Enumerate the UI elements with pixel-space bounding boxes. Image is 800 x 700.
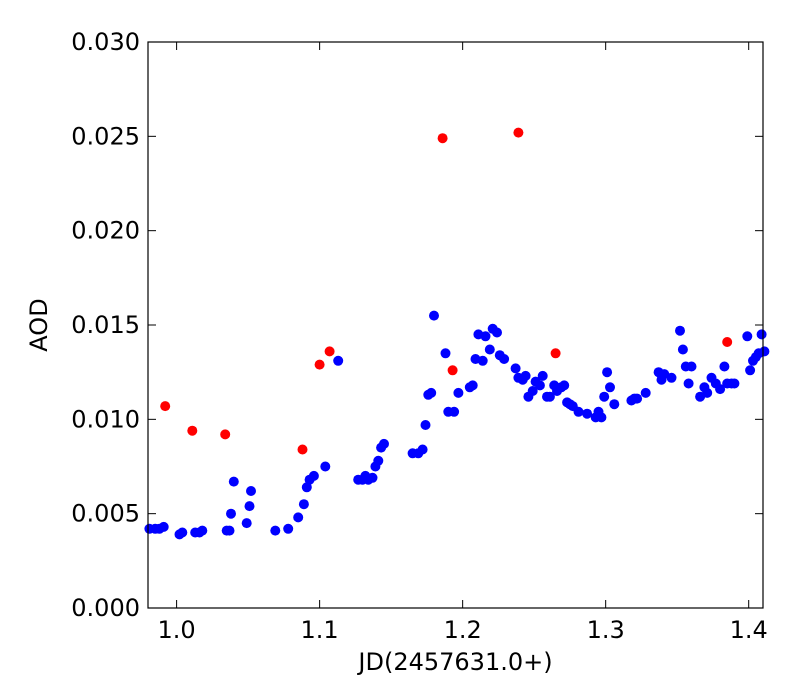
data-point: [480, 331, 491, 342]
data-point: [224, 525, 235, 536]
y-tick-label: 0.015: [71, 311, 140, 339]
data-point: [298, 499, 309, 510]
data-point: [297, 444, 308, 455]
data-point: [756, 329, 767, 340]
data-point: [373, 455, 384, 466]
x-tick-label: 1.3: [587, 616, 625, 644]
data-point: [683, 378, 694, 389]
data-point: [453, 387, 464, 398]
x-tick-label: 1.2: [444, 616, 482, 644]
data-point: [729, 378, 740, 389]
data-point: [420, 420, 431, 430]
data-point: [666, 372, 677, 383]
data-point: [449, 406, 460, 417]
ticks-layer: 1.0 1.1 1.2 1.3 1.4 0.000 0.005 0.010 0.015 0.020…: [71, 28, 768, 644]
data-point: [675, 325, 685, 336]
x-axis-title: JD(2457631.0+): [356, 648, 552, 676]
data-point: [244, 501, 255, 512]
data-point: [602, 367, 613, 378]
data-point: [160, 401, 171, 412]
data-point: [324, 346, 335, 357]
data-point: [379, 438, 389, 449]
data-point: [293, 512, 304, 523]
plot-frame: [147, 41, 764, 609]
y-tick-label: 0.010: [71, 405, 140, 433]
data-point: [226, 508, 236, 519]
data-point: [320, 461, 331, 472]
data-point: [513, 127, 524, 138]
data-point: [220, 429, 231, 440]
data-point: [534, 380, 545, 391]
data-point: [640, 387, 651, 398]
data-point: [759, 346, 770, 357]
data-point: [544, 391, 555, 402]
data-point: [605, 382, 615, 393]
data-point: [715, 384, 726, 395]
data-point: [632, 393, 643, 404]
data-point: [484, 344, 495, 355]
data-point: [520, 370, 531, 381]
data-point: [609, 399, 620, 410]
y-tick-label: 0.000: [71, 594, 140, 622]
data-point: [417, 444, 428, 455]
y-tick-label: 0.030: [71, 28, 140, 56]
data-point: [702, 387, 713, 398]
data-point: [719, 361, 730, 372]
data-point: [599, 391, 610, 402]
data-point: [437, 133, 448, 144]
data-point: [467, 380, 478, 391]
data-point: [477, 355, 488, 366]
data-point: [527, 386, 538, 396]
data-point: [158, 521, 169, 532]
data-point: [510, 363, 521, 374]
data-point: [722, 337, 733, 347]
y-tick-label: 0.025: [71, 122, 140, 150]
data-point: [228, 476, 239, 487]
y-axis-title: AOD: [25, 298, 53, 351]
plot-area: [148, 42, 763, 608]
data-point: [429, 310, 439, 321]
data-point: [270, 525, 281, 536]
data-point: [745, 365, 756, 376]
x-tick-label: 1.0: [158, 616, 196, 644]
data-point: [308, 470, 319, 481]
data-point: [499, 354, 510, 364]
data-point: [559, 380, 570, 391]
data-point: [367, 472, 378, 483]
data-point: [573, 406, 584, 417]
data-point: [742, 331, 753, 342]
points-layer: [144, 127, 770, 540]
x-tick-label: 1.4: [730, 616, 768, 644]
data-point: [596, 412, 607, 423]
data-point: [447, 365, 458, 376]
data-point: [550, 348, 561, 359]
data-point: [187, 425, 198, 436]
data-point: [177, 527, 188, 538]
data-point: [283, 523, 294, 534]
data-point: [197, 525, 208, 536]
x-tick-label: 1.1: [301, 616, 339, 644]
data-point: [426, 387, 437, 398]
y-tick-label: 0.005: [71, 500, 140, 528]
data-point: [241, 518, 252, 529]
data-point: [440, 348, 451, 359]
data-point: [537, 370, 548, 381]
data-point: [677, 344, 688, 355]
data-point: [333, 355, 344, 366]
data-point: [301, 482, 312, 493]
data-point: [686, 361, 697, 372]
y-tick-label: 0.020: [71, 217, 140, 245]
data-point: [246, 486, 256, 496]
data-point: [314, 359, 325, 370]
data-point: [492, 327, 502, 338]
data-point: [582, 408, 593, 419]
